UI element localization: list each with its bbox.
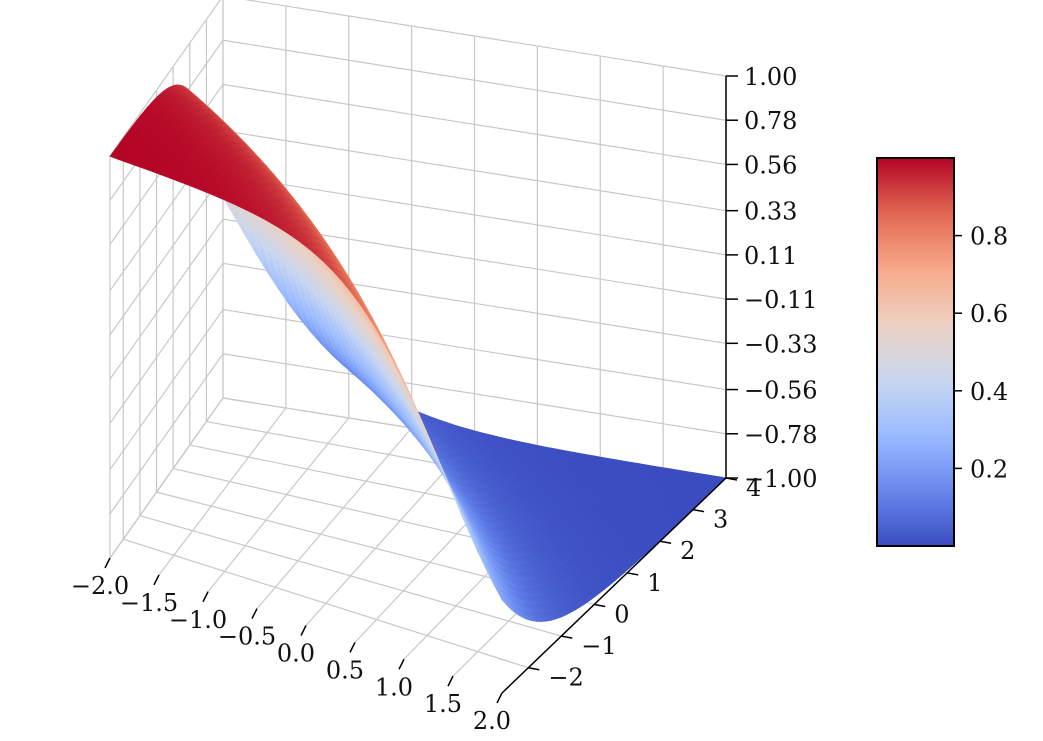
left-wall-gridline-z bbox=[109, 309, 224, 470]
z-axis-tick-label: −0.56 bbox=[744, 377, 818, 405]
floor-gridline-x bbox=[207, 417, 350, 593]
left-wall-gridline-z bbox=[109, 397, 224, 559]
left-wall-gridline-z bbox=[109, 262, 224, 424]
colorbar-bar bbox=[876, 157, 955, 547]
z-axis-tick-label: 0.56 bbox=[744, 151, 797, 179]
floor-gridline-x bbox=[256, 427, 413, 610]
y-axis-tick-label: 4 bbox=[746, 474, 761, 502]
y-axis-line bbox=[501, 477, 727, 694]
floor-gridline-y bbox=[123, 538, 529, 669]
back-wall-gridline-z bbox=[222, 83, 727, 166]
colorbar-tick-label: 0.8 bbox=[970, 223, 1008, 251]
x-axis-tick bbox=[153, 574, 160, 586]
back-wall-gridline-z bbox=[222, 130, 727, 212]
x-axis-tick-label: 2.0 bbox=[473, 707, 511, 735]
z-axis-tick-label: −1.00 bbox=[744, 465, 818, 493]
x-axis-tick bbox=[496, 692, 503, 704]
colorbar-tick-label: 0.6 bbox=[970, 300, 1008, 328]
y-axis-tick-label: 3 bbox=[713, 506, 728, 534]
y-axis-tick bbox=[594, 603, 606, 608]
y-axis-tick bbox=[627, 572, 639, 576]
x-axis-tick-label: −1.0 bbox=[169, 606, 227, 634]
back-wall-gridline-z bbox=[222, 353, 727, 435]
y-axis-tick-label: 1 bbox=[647, 569, 662, 597]
x-axis-tick-label: −0.5 bbox=[218, 623, 276, 651]
z-axis-tick-label: −0.33 bbox=[744, 330, 818, 358]
y-axis-tick-label: −2 bbox=[548, 664, 583, 692]
y-axis-tick-label: 2 bbox=[680, 537, 695, 565]
z-axis-tick-label: −0.78 bbox=[744, 421, 818, 449]
z-axis-tick-label: 0.11 bbox=[744, 242, 797, 270]
colorbar-tick-label: 0.4 bbox=[970, 378, 1008, 406]
x-axis-tick bbox=[202, 591, 209, 603]
left-wall-gridline-z bbox=[109, 218, 224, 380]
x-axis-tick-label: 0.0 bbox=[277, 640, 315, 668]
left-wall-gridline-z bbox=[109, 353, 224, 515]
x-axis-tick bbox=[398, 658, 405, 670]
floor-gridline-x bbox=[158, 407, 287, 576]
z-axis-tick-label: 0.78 bbox=[744, 107, 797, 135]
x-axis-tick-label: −1.5 bbox=[120, 589, 178, 617]
x-axis-tick-label: 1.0 bbox=[375, 673, 413, 701]
floor-gridline-y bbox=[139, 515, 562, 637]
axis-ticks: −2.0−1.5−1.0−0.50.0 0.5 1.0 1.5 2.0 −2 −1 01234… bbox=[71, 63, 818, 735]
colorbar-tick-label: 0.2 bbox=[970, 455, 1008, 483]
colorbar: 0.2 0.4 0.6 0.8 bbox=[876, 157, 1008, 547]
back-wall-gridline-z bbox=[222, 174, 727, 256]
back-wall-gridline-z bbox=[222, 39, 727, 121]
z-axis-tick-label: −0.11 bbox=[744, 286, 818, 314]
back-wall-gridline-z bbox=[244, 0, 727, 77]
x-axis-tick bbox=[104, 557, 111, 569]
x-axis-tick bbox=[349, 642, 356, 653]
surface-patch bbox=[493, 583, 508, 606]
y-axis-tick-label: 0 bbox=[614, 600, 629, 628]
y-axis-tick bbox=[561, 635, 573, 639]
y-axis-tick bbox=[659, 540, 672, 544]
x-axis-tick-label: 1.5 bbox=[424, 690, 462, 718]
y-axis-tick bbox=[692, 508, 705, 513]
x-axis-tick bbox=[447, 675, 454, 687]
left-wall-gridline-z bbox=[109, 0, 221, 157]
x-axis-tick bbox=[251, 608, 258, 619]
z-axis-tick-label: 0.33 bbox=[744, 198, 797, 226]
surface bbox=[109, 84, 727, 622]
x-axis-tick-label: −2.0 bbox=[71, 572, 129, 600]
z-axis-tick-label: 1.00 bbox=[744, 63, 797, 91]
y-axis-tick-label: −1 bbox=[581, 632, 616, 660]
x-axis-tick-label: 0.5 bbox=[326, 656, 364, 684]
x-axis-tick bbox=[300, 625, 307, 636]
y-axis-tick bbox=[528, 666, 540, 671]
left-wall-gridline-z bbox=[109, 174, 224, 336]
